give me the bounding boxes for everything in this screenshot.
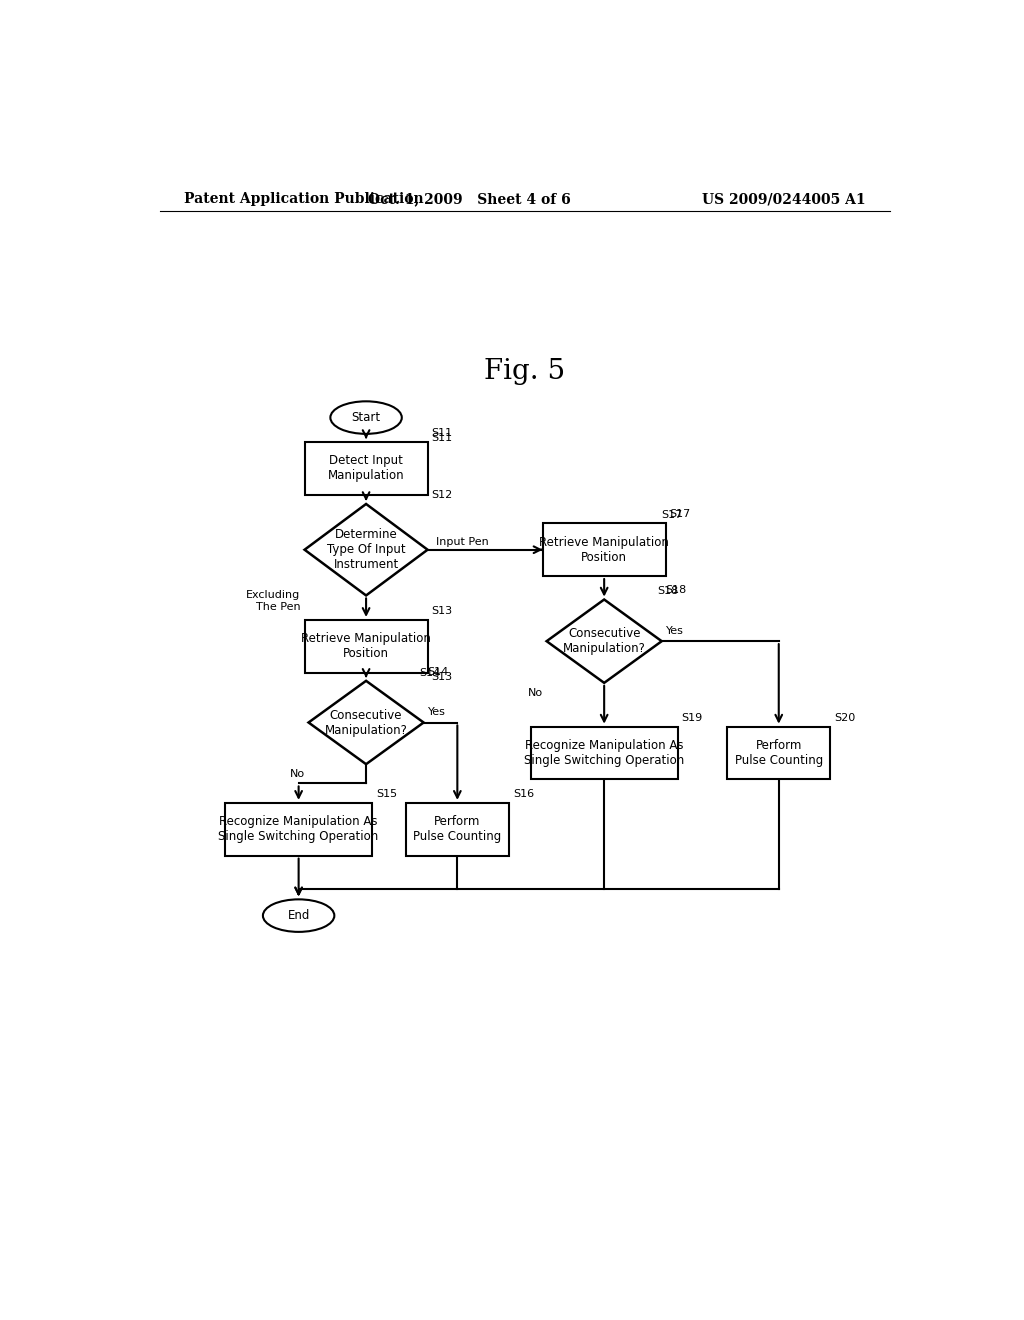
Text: Detect Input
Manipulation: Detect Input Manipulation xyxy=(328,454,404,482)
FancyBboxPatch shape xyxy=(304,620,428,673)
Text: S17: S17 xyxy=(670,510,691,519)
FancyBboxPatch shape xyxy=(530,726,678,779)
Text: Retrieve Manipulation
Position: Retrieve Manipulation Position xyxy=(540,536,669,564)
Text: Patent Application Publication: Patent Application Publication xyxy=(183,191,423,206)
Text: S12: S12 xyxy=(431,490,453,500)
Text: Oct. 1, 2009   Sheet 4 of 6: Oct. 1, 2009 Sheet 4 of 6 xyxy=(368,191,570,206)
Polygon shape xyxy=(308,681,424,764)
Text: S14: S14 xyxy=(428,667,449,677)
Text: Fig. 5: Fig. 5 xyxy=(484,358,565,385)
Polygon shape xyxy=(547,599,662,682)
Text: S18: S18 xyxy=(666,586,687,595)
Text: S13: S13 xyxy=(431,672,453,681)
Text: S11: S11 xyxy=(431,428,453,438)
Text: S16: S16 xyxy=(513,789,535,799)
Text: Yes: Yes xyxy=(666,626,684,636)
Text: S13: S13 xyxy=(431,606,453,615)
Text: S17: S17 xyxy=(662,511,683,520)
Text: S18: S18 xyxy=(657,586,679,597)
Text: S19: S19 xyxy=(682,713,702,722)
Text: Consecutive
Manipulation?: Consecutive Manipulation? xyxy=(325,709,408,737)
Text: Retrieve Manipulation
Position: Retrieve Manipulation Position xyxy=(301,632,431,660)
FancyBboxPatch shape xyxy=(406,803,509,855)
Text: No: No xyxy=(290,770,304,779)
Text: S14: S14 xyxy=(420,668,441,677)
Text: US 2009/0244005 A1: US 2009/0244005 A1 xyxy=(702,191,866,206)
FancyBboxPatch shape xyxy=(727,726,830,779)
Text: S15: S15 xyxy=(376,789,397,799)
Text: Yes: Yes xyxy=(428,708,445,718)
FancyBboxPatch shape xyxy=(543,523,666,576)
Polygon shape xyxy=(304,504,428,595)
Text: End: End xyxy=(288,909,310,923)
Ellipse shape xyxy=(331,401,401,434)
Text: S11: S11 xyxy=(431,433,453,444)
Text: Determine
Type Of Input
Instrument: Determine Type Of Input Instrument xyxy=(327,528,406,572)
Text: Perform
Pulse Counting: Perform Pulse Counting xyxy=(734,739,823,767)
Text: Recognize Manipulation As
Single Switching Operation: Recognize Manipulation As Single Switchi… xyxy=(218,816,379,843)
FancyBboxPatch shape xyxy=(304,442,428,495)
Text: Perform
Pulse Counting: Perform Pulse Counting xyxy=(414,816,502,843)
FancyBboxPatch shape xyxy=(225,803,372,855)
Text: Recognize Manipulation As
Single Switching Operation: Recognize Manipulation As Single Switchi… xyxy=(524,739,684,767)
Text: Consecutive
Manipulation?: Consecutive Manipulation? xyxy=(563,627,645,655)
Ellipse shape xyxy=(263,899,334,932)
Text: Excluding
The Pen: Excluding The Pen xyxy=(247,590,301,612)
Text: Start: Start xyxy=(351,411,381,424)
Text: S20: S20 xyxy=(835,713,856,722)
Text: Input Pen: Input Pen xyxy=(435,537,488,546)
Text: No: No xyxy=(527,688,543,698)
